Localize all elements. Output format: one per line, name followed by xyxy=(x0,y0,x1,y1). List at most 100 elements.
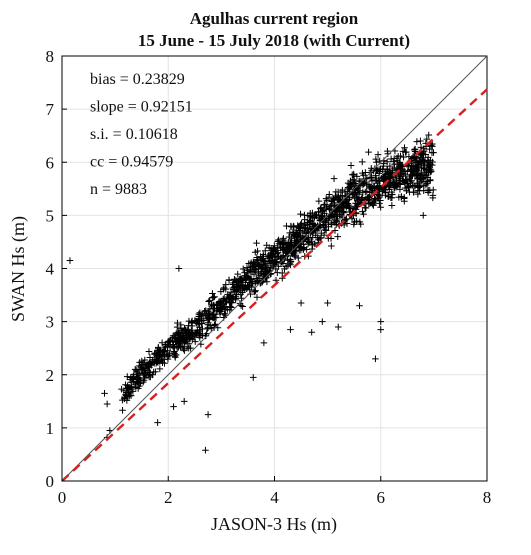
data-point xyxy=(283,222,290,230)
data-point xyxy=(239,265,247,273)
data-point xyxy=(217,288,225,295)
one-to-one-line xyxy=(61,55,488,482)
data-point xyxy=(210,311,217,318)
data-point xyxy=(312,231,319,239)
data-point xyxy=(391,181,398,189)
data-point xyxy=(278,274,286,282)
data-point xyxy=(197,315,205,322)
data-point xyxy=(279,239,287,246)
data-point xyxy=(272,247,279,255)
data-point xyxy=(425,168,432,176)
data-point xyxy=(401,144,408,152)
data-point xyxy=(410,189,417,196)
data-point xyxy=(374,151,382,158)
data-point xyxy=(103,400,111,408)
data-point xyxy=(423,180,431,187)
data-point xyxy=(271,252,279,260)
data-point xyxy=(139,359,147,367)
data-point xyxy=(152,360,160,367)
data-point xyxy=(420,147,428,155)
data-point xyxy=(154,347,161,355)
data-point xyxy=(410,146,418,154)
data-point xyxy=(136,382,143,390)
data-point xyxy=(294,231,301,238)
data-point xyxy=(388,194,396,202)
data-point xyxy=(211,321,218,329)
data-point xyxy=(288,242,295,249)
data-point xyxy=(422,151,429,158)
data-point xyxy=(124,382,131,389)
data-point xyxy=(372,355,379,363)
data-point xyxy=(340,221,348,229)
data-point xyxy=(390,158,397,165)
data-point xyxy=(317,205,324,212)
data-point xyxy=(417,137,424,145)
data-point xyxy=(149,356,157,364)
data-point xyxy=(66,257,74,264)
data-point xyxy=(399,176,406,184)
data-point xyxy=(227,298,234,306)
data-point xyxy=(311,214,318,221)
data-point xyxy=(222,298,229,305)
y-tick-label: 2 xyxy=(46,366,55,385)
data-point xyxy=(321,218,329,225)
data-point xyxy=(133,374,141,381)
data-point xyxy=(373,191,381,199)
data-point xyxy=(384,183,392,191)
data-point xyxy=(154,344,162,352)
data-point xyxy=(243,273,250,280)
data-point xyxy=(343,188,351,195)
data-point xyxy=(252,287,259,294)
data-point xyxy=(232,288,240,295)
x-axis-label: JASON-3 Hs (m) xyxy=(211,514,337,535)
data-point xyxy=(204,321,212,328)
data-point xyxy=(275,240,283,248)
data-point xyxy=(411,145,419,153)
chart-title: Agulhas current region xyxy=(190,9,359,28)
data-point xyxy=(405,163,412,170)
data-point xyxy=(343,215,350,223)
data-point xyxy=(424,189,432,196)
data-point xyxy=(414,187,422,194)
data-point xyxy=(161,359,168,367)
x-axis-ticks: 0 2 4 6 8 xyxy=(58,476,491,507)
stat-bias: bias = 0.23829 xyxy=(90,71,185,88)
data-point xyxy=(363,188,371,195)
data-point xyxy=(384,166,391,174)
data-point xyxy=(263,278,271,286)
data-point xyxy=(388,202,396,209)
data-point xyxy=(414,161,421,169)
data-point xyxy=(365,148,372,156)
data-point xyxy=(146,359,153,367)
data-point xyxy=(260,339,268,347)
data-point xyxy=(192,329,200,336)
data-point xyxy=(215,298,223,305)
data-point xyxy=(265,244,273,252)
data-point xyxy=(317,204,325,212)
data-point xyxy=(286,229,294,237)
data-point xyxy=(202,446,209,454)
stat-n: n = 9883 xyxy=(90,181,147,198)
data-point xyxy=(221,310,228,317)
x-tick-label: 0 xyxy=(58,488,67,507)
data-point xyxy=(171,352,179,360)
data-point xyxy=(364,194,372,201)
data-point xyxy=(170,403,177,410)
data-point xyxy=(197,331,205,339)
data-point xyxy=(185,331,192,338)
data-point xyxy=(283,248,290,256)
data-point xyxy=(420,164,427,172)
data-point xyxy=(368,185,376,192)
data-point xyxy=(332,188,340,196)
data-point xyxy=(149,371,156,379)
data-point xyxy=(330,199,338,207)
data-point xyxy=(376,168,383,175)
data-point xyxy=(175,343,182,351)
data-point xyxy=(355,190,363,198)
data-point xyxy=(362,175,370,183)
data-point xyxy=(192,318,200,325)
data-point xyxy=(303,246,310,253)
data-point xyxy=(372,196,379,203)
data-point xyxy=(169,336,176,344)
